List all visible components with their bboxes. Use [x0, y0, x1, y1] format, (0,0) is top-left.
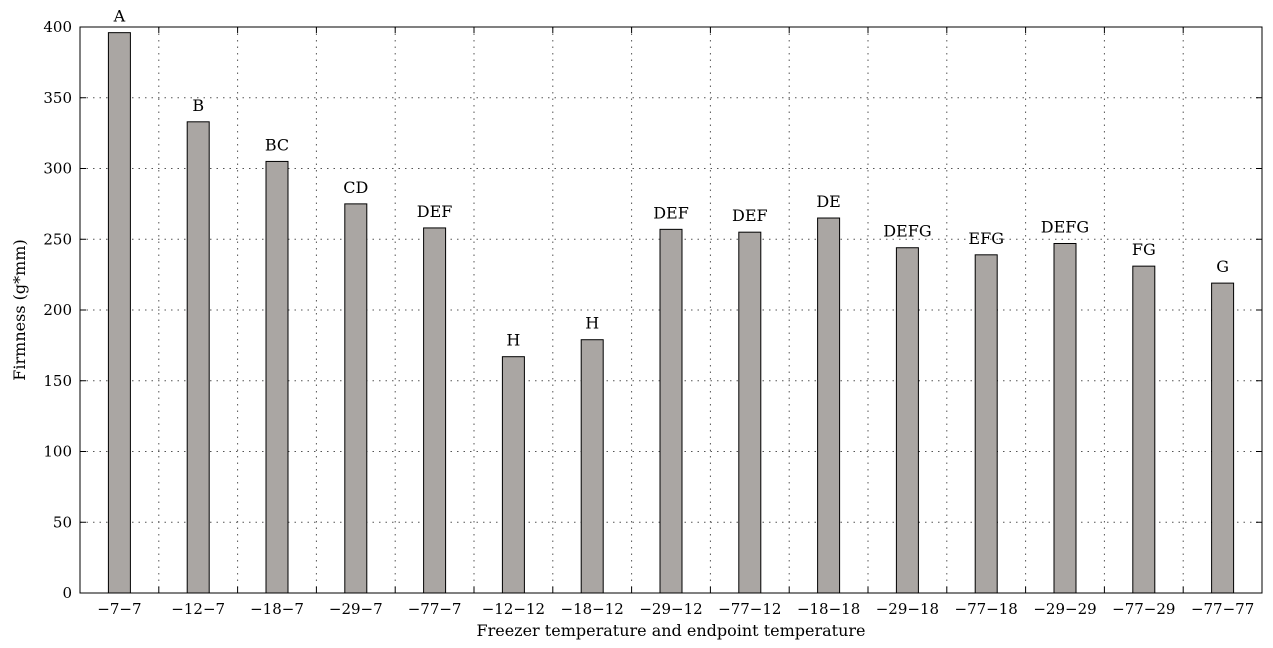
x-tick-label: −29−18: [876, 600, 939, 618]
x-tick-label: −18−12: [561, 600, 624, 618]
bar: [659, 228, 683, 594]
bar: [265, 160, 289, 594]
bar: [344, 203, 368, 594]
bar-label: DE: [816, 192, 841, 211]
y-axis-title: Firmness (g*mm): [10, 239, 29, 380]
x-tick-label: −77−77: [1191, 600, 1254, 618]
bars-group: [107, 32, 1235, 594]
bar-label: DEFG: [1041, 217, 1089, 236]
bar-label: BC: [265, 135, 289, 154]
bar-label: DEF: [417, 202, 453, 221]
bar: [186, 121, 210, 594]
bar-labels: A B BC CD DEF H H DEF DEF DE DEFG EFG DEFG FG G: [113, 7, 1229, 350]
bar-label: B: [192, 96, 204, 115]
bar-label: CD: [343, 178, 368, 197]
x-axis-title: Freezer temperature and endpoint tempera…: [476, 621, 865, 640]
x-tick-label: −12−7: [171, 600, 225, 618]
bar: [1132, 265, 1156, 594]
bar-label: DEF: [653, 203, 689, 222]
y-tick-label: 150: [43, 372, 72, 390]
bar: [501, 356, 525, 594]
x-tick-label: −29−12: [639, 600, 702, 618]
x-tick-label: −18−7: [250, 600, 304, 618]
bar: [423, 227, 447, 594]
bar-label: H: [506, 331, 520, 350]
bar: [738, 231, 762, 594]
bar: [817, 217, 841, 594]
bar-label: H: [585, 314, 599, 333]
x-tick-label: −77−12: [718, 600, 781, 618]
bar: [895, 247, 919, 594]
bar: [107, 32, 131, 594]
bar-label: DEFG: [883, 222, 931, 241]
y-tick-label: 0: [62, 584, 72, 602]
bar-label: EFG: [968, 229, 1004, 248]
x-tick-label: −12−12: [482, 600, 545, 618]
y-tick-label: 100: [43, 443, 72, 461]
x-axis-ticks: −7−7 −12−7 −18−7 −29−7 −77−7 −12−12 −18−12 −29−…: [97, 27, 1254, 618]
bar-label: G: [1216, 257, 1229, 276]
y-tick-label: 300: [43, 160, 72, 178]
y-tick-label: 400: [43, 18, 72, 36]
y-tick-label: 50: [53, 513, 72, 531]
x-tick-label: −29−7: [329, 600, 383, 618]
bar-label: FG: [1132, 240, 1156, 259]
bar: [974, 254, 998, 594]
x-tick-label: −18−18: [797, 600, 860, 618]
x-tick-label: −77−7: [408, 600, 462, 618]
bar: [1053, 242, 1077, 594]
y-tick-label: 350: [43, 89, 72, 107]
bar-label: A: [113, 7, 126, 26]
x-tick-label: −77−29: [1112, 600, 1175, 618]
x-tick-label: −77−18: [955, 600, 1018, 618]
bar-label: DEF: [732, 206, 768, 225]
y-axis-ticks: 0 50 100 150 200 250 300 350 400: [43, 18, 1262, 602]
y-tick-label: 250: [43, 230, 72, 248]
y-tick-label: 200: [43, 301, 72, 319]
bar: [1211, 282, 1235, 594]
x-tick-label: −29−29: [1033, 600, 1096, 618]
x-tick-label: −7−7: [97, 600, 141, 618]
bar: [580, 339, 604, 594]
